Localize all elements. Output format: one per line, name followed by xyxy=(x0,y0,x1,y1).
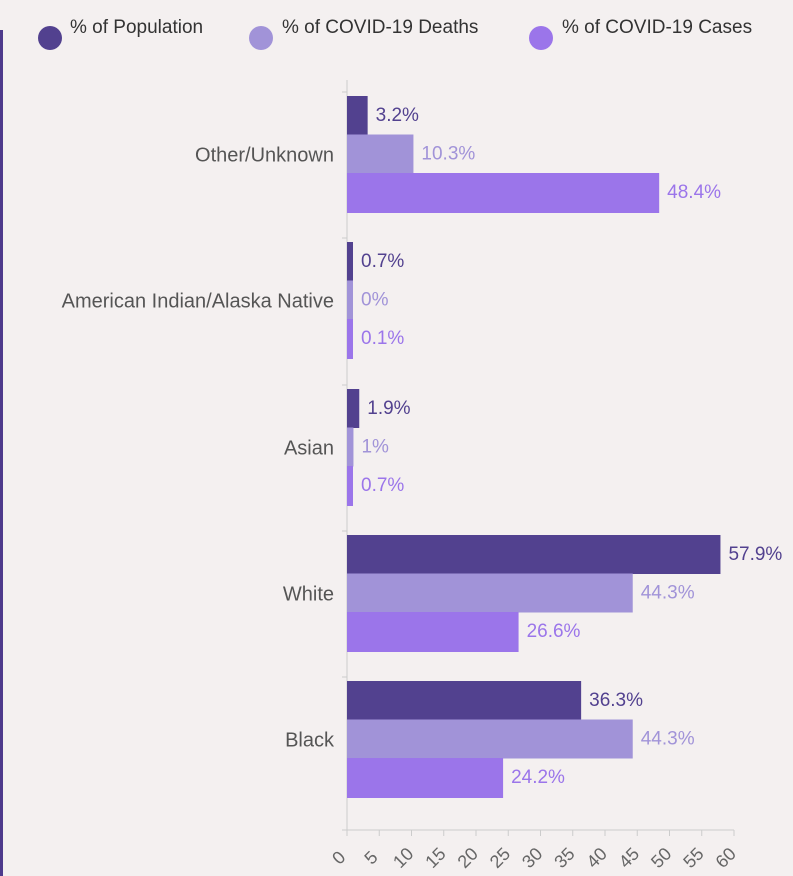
x-tick-label: 60 xyxy=(712,844,740,872)
bar-deaths[interactable] xyxy=(347,573,633,613)
data-label-cases: 0.1% xyxy=(361,328,404,349)
bar-population[interactable] xyxy=(347,389,360,428)
x-tick-label: 15 xyxy=(421,844,449,872)
data-label-population: 57.9% xyxy=(728,544,782,565)
legend-dot-population xyxy=(38,26,62,50)
bar-population[interactable] xyxy=(347,242,353,281)
bar-population[interactable] xyxy=(347,535,721,574)
x-tick-label: 0 xyxy=(328,847,349,868)
category-label: American Indian/Alaska Native xyxy=(62,291,334,313)
x-tick-label: 20 xyxy=(454,844,482,872)
bar-deaths[interactable] xyxy=(347,280,353,320)
bar-cases[interactable] xyxy=(347,466,353,506)
data-label-population: 3.2% xyxy=(376,105,419,126)
data-label-population: 1.9% xyxy=(367,398,410,419)
x-tick-label: 55 xyxy=(679,844,707,872)
x-tick-label: 40 xyxy=(583,844,611,872)
bar-population[interactable] xyxy=(347,96,368,135)
bar-cases[interactable] xyxy=(347,173,660,213)
legend-label-deaths: % of COVID-19 Deaths xyxy=(282,17,479,38)
legend-label-population: % of Population xyxy=(70,17,204,38)
category-label: Asian xyxy=(284,438,334,460)
left-border xyxy=(0,30,3,876)
x-tick-label: 50 xyxy=(647,844,675,872)
category-label: Other/Unknown xyxy=(195,145,334,167)
data-label-deaths: 0% xyxy=(361,290,389,311)
legend-label-cases: % of COVID-19 Cases xyxy=(562,17,753,38)
x-tick-label: 35 xyxy=(550,844,578,872)
legend: % of Population % of COVID-19 Deaths % o… xyxy=(0,0,793,50)
bar-deaths[interactable] xyxy=(347,134,414,174)
bar-deaths[interactable] xyxy=(347,427,354,467)
data-label-population: 0.7% xyxy=(361,251,404,272)
data-label-cases: 26.6% xyxy=(527,621,581,642)
data-label-population: 36.3% xyxy=(589,690,643,711)
bar-population[interactable] xyxy=(347,681,582,720)
data-label-cases: 48.4% xyxy=(667,182,721,203)
data-label-deaths: 10.3% xyxy=(421,144,475,165)
bar-cases[interactable] xyxy=(347,319,353,359)
category-label: White xyxy=(283,584,334,606)
x-tick-label: 5 xyxy=(360,847,381,868)
x-tick-label: 30 xyxy=(518,844,546,872)
legend-dot-deaths xyxy=(249,26,273,50)
x-tick-label: 25 xyxy=(486,844,514,872)
bar-deaths[interactable] xyxy=(347,719,633,759)
data-label-deaths: 44.3% xyxy=(641,729,695,750)
x-tick-label: 45 xyxy=(615,844,643,872)
bar-cases[interactable] xyxy=(347,612,519,652)
category-label: Black xyxy=(285,730,335,752)
data-label-cases: 24.2% xyxy=(511,767,565,788)
legend-dot-cases xyxy=(529,26,553,50)
data-label-cases: 0.7% xyxy=(361,475,404,496)
bar-cases[interactable] xyxy=(347,758,504,798)
data-label-deaths: 1% xyxy=(361,437,389,458)
x-tick-label: 10 xyxy=(389,844,417,872)
data-label-deaths: 44.3% xyxy=(641,583,695,604)
